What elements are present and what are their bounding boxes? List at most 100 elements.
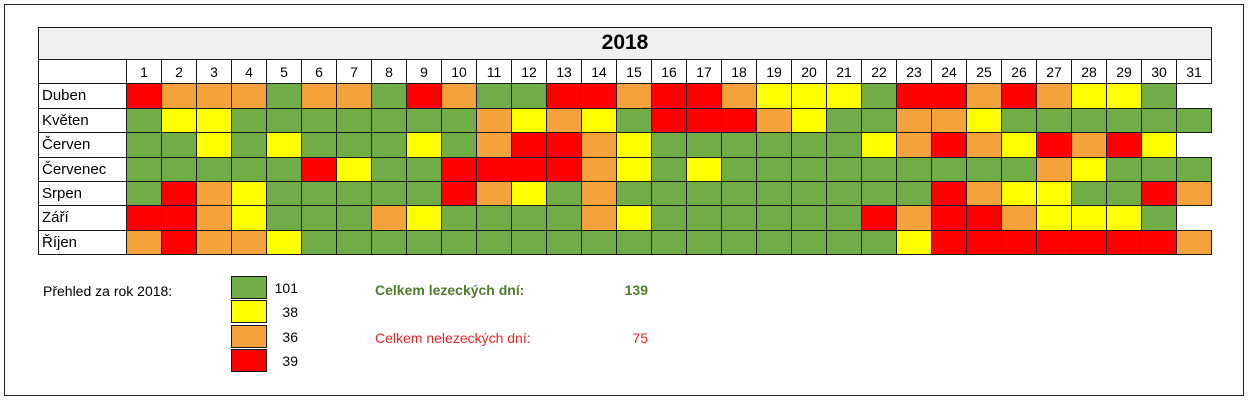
day-cell bbox=[1071, 205, 1107, 231]
day-cell bbox=[511, 156, 547, 182]
day-cell bbox=[686, 205, 722, 231]
day-cell bbox=[1141, 205, 1177, 231]
day-cell bbox=[616, 156, 652, 182]
day-cell bbox=[1001, 229, 1037, 256]
day-cell bbox=[1001, 156, 1037, 182]
month-label: Květen bbox=[38, 107, 127, 134]
day-cell bbox=[1176, 107, 1212, 134]
day-cell bbox=[196, 83, 232, 109]
climbing-days-value: 139 bbox=[624, 282, 648, 298]
day-cell bbox=[231, 181, 267, 207]
day-cell bbox=[1071, 156, 1107, 182]
legend-swatch-orange bbox=[231, 325, 267, 348]
day-cell bbox=[931, 156, 967, 182]
day-cell bbox=[196, 156, 232, 182]
day-header: 12 bbox=[511, 59, 547, 85]
day-cell bbox=[581, 205, 617, 231]
day-cell bbox=[406, 181, 442, 207]
day-cell bbox=[686, 181, 722, 207]
sheet-frame bbox=[4, 4, 1244, 396]
day-header: 9 bbox=[406, 59, 442, 85]
day-header: 23 bbox=[896, 59, 932, 85]
day-cell bbox=[371, 132, 407, 158]
legend-count-orange: 36 bbox=[282, 329, 298, 345]
day-cell bbox=[231, 229, 267, 256]
nonclimbing-days-value: 75 bbox=[632, 330, 648, 346]
day-cell bbox=[511, 83, 547, 109]
day-cell bbox=[441, 83, 477, 109]
day-cell bbox=[861, 107, 897, 134]
day-cell bbox=[511, 205, 547, 231]
day-cell bbox=[1036, 181, 1072, 207]
day-cell bbox=[1036, 156, 1072, 182]
day-cell bbox=[686, 229, 722, 256]
day-cell bbox=[126, 83, 162, 109]
day-cell bbox=[1071, 107, 1107, 134]
legend-swatch-yellow bbox=[231, 300, 267, 323]
day-cell bbox=[371, 229, 407, 256]
day-cell bbox=[1141, 83, 1177, 109]
month-label: Červenec bbox=[38, 156, 127, 182]
day-cell bbox=[1106, 156, 1142, 182]
day-cell bbox=[126, 181, 162, 207]
day-cell bbox=[126, 132, 162, 158]
legend-count-yellow: 38 bbox=[282, 304, 298, 320]
day-cell bbox=[721, 107, 757, 134]
day-cell bbox=[511, 229, 547, 256]
day-header: 31 bbox=[1176, 59, 1212, 85]
day-cell bbox=[721, 181, 757, 207]
day-cell bbox=[406, 205, 442, 231]
day-cell bbox=[861, 156, 897, 182]
day-cell bbox=[1036, 132, 1072, 158]
day-cell bbox=[581, 83, 617, 109]
day-cell bbox=[1071, 132, 1107, 158]
day-header: 18 bbox=[721, 59, 757, 85]
day-cell bbox=[861, 205, 897, 231]
day-cell bbox=[196, 132, 232, 158]
day-cell bbox=[791, 181, 827, 207]
day-cell bbox=[476, 156, 512, 182]
day-cell bbox=[1036, 83, 1072, 109]
day-cell bbox=[791, 229, 827, 256]
day-cell bbox=[266, 107, 302, 134]
day-header: 5 bbox=[266, 59, 302, 85]
day-header: 4 bbox=[231, 59, 267, 85]
day-cell bbox=[371, 107, 407, 134]
day-cell bbox=[581, 132, 617, 158]
day-cell bbox=[1141, 181, 1177, 207]
day-cell bbox=[1141, 156, 1177, 182]
day-cell bbox=[1071, 229, 1107, 256]
day-cell bbox=[546, 132, 582, 158]
day-cell bbox=[161, 205, 197, 231]
day-cell bbox=[826, 83, 862, 109]
day-cell bbox=[721, 156, 757, 182]
calendar-grid: 2018 1 2 3 4 5 6 7 8 9 10 11 12 13 14 15 16 17 18 19 20 21 22 2… bbox=[38, 27, 1214, 256]
day-cell bbox=[966, 156, 1002, 182]
day-cell bbox=[931, 205, 967, 231]
climbing-days-label: Celkem lezeckých dní: bbox=[375, 282, 525, 298]
day-header: 22 bbox=[861, 59, 897, 85]
day-cell bbox=[546, 205, 582, 231]
day-cell bbox=[861, 181, 897, 207]
day-cell bbox=[371, 83, 407, 109]
day-header: 1 bbox=[126, 59, 162, 85]
day-cell bbox=[616, 107, 652, 134]
day-cell bbox=[581, 229, 617, 256]
day-cell bbox=[406, 107, 442, 134]
day-cell bbox=[896, 229, 932, 256]
day-header: 20 bbox=[791, 59, 827, 85]
day-header: 17 bbox=[686, 59, 722, 85]
day-cell bbox=[441, 107, 477, 134]
day-cell bbox=[231, 156, 267, 182]
day-cell bbox=[161, 181, 197, 207]
day-cell bbox=[1141, 132, 1177, 158]
day-cell bbox=[301, 229, 337, 256]
day-cell bbox=[406, 83, 442, 109]
day-cell bbox=[756, 229, 792, 256]
day-cell bbox=[441, 156, 477, 182]
day-cell bbox=[861, 83, 897, 109]
day-cell bbox=[196, 229, 232, 256]
day-header: 3 bbox=[196, 59, 232, 85]
day-cell bbox=[1106, 205, 1142, 231]
day-cell bbox=[1001, 107, 1037, 134]
